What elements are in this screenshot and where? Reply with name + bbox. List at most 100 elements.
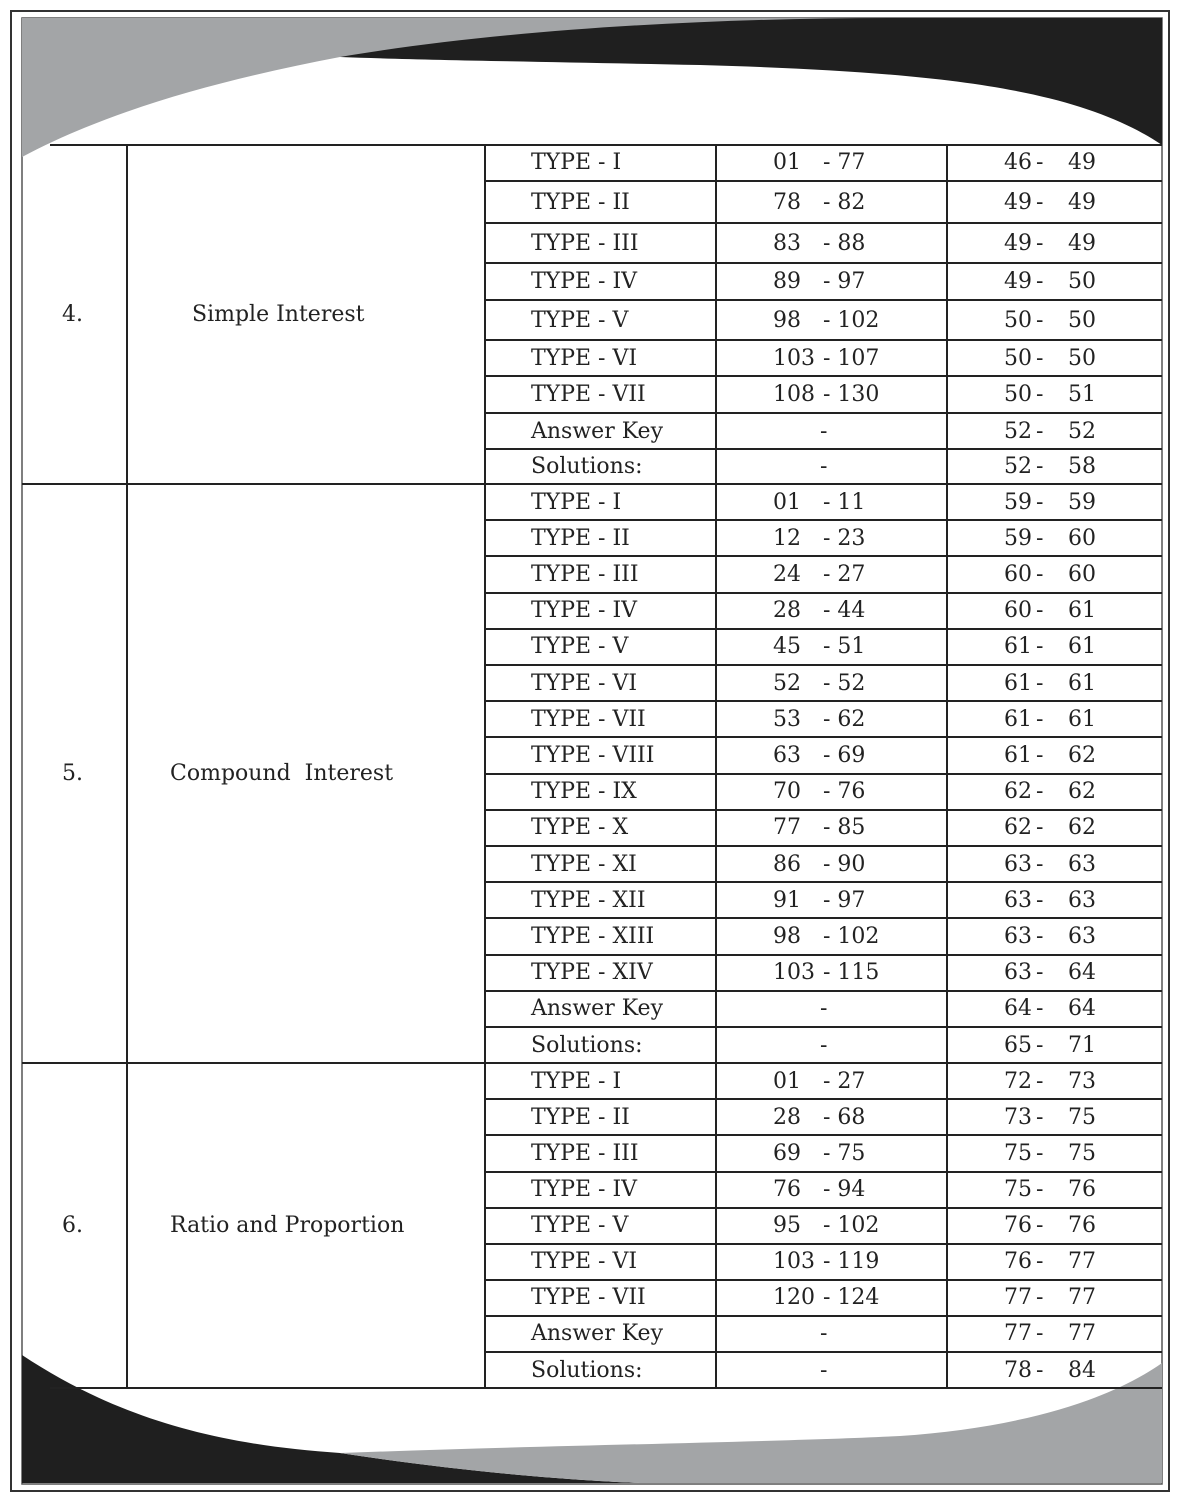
page-end: 49 [1068, 150, 1096, 175]
page-start: 50 [1004, 345, 1032, 371]
question-end: - 102 [823, 923, 880, 949]
page-dash: - [1036, 189, 1044, 215]
page-dash: - [1036, 454, 1044, 479]
page-dash: - [1036, 960, 1044, 986]
row-divider [485, 1134, 1162, 1137]
question-end: - 90 [823, 851, 866, 877]
question-end: - 68 [823, 1104, 866, 1130]
page-start: 63 [1004, 923, 1032, 949]
page-dash: - [1036, 1177, 1044, 1203]
table-row: TYPE - X 77 - 85 62-62 [22, 810, 1162, 846]
section-title: Compound Interest [170, 761, 394, 787]
question-start: 78 [773, 189, 801, 215]
question-range: - [820, 454, 828, 479]
question-end: - 97 [823, 887, 866, 913]
table-row: TYPE - I 01 - 27 72-73 [22, 1063, 1162, 1099]
table-row: Solutions: -78-84 [22, 1352, 1162, 1388]
page-dash: - [1036, 923, 1044, 949]
page-start: 78 [1004, 1357, 1032, 1383]
page-start: 73 [1004, 1104, 1032, 1130]
row-divider [485, 808, 1162, 811]
page-dash: - [1036, 779, 1044, 805]
page-start: 63 [1004, 851, 1032, 877]
page-dash: - [1036, 150, 1044, 175]
page-end: 73 [1068, 1068, 1096, 1094]
question-start: 28 [773, 598, 801, 624]
table-row: TYPE - II 78 - 82 49-49 [22, 181, 1162, 223]
table-row: TYPE - III 24 - 27 60-60 [22, 556, 1162, 592]
page-start: 50 [1004, 382, 1032, 407]
question-start: 103 [773, 1249, 815, 1275]
row-divider [485, 664, 1162, 666]
question-end: - 85 [823, 815, 866, 841]
row-divider [485, 1026, 1162, 1028]
type-label: TYPE - VII [531, 382, 646, 407]
page-start: 77 [1004, 1321, 1032, 1347]
row-divider [485, 881, 1162, 884]
table-row: TYPE - V 45 - 51 61-61 [22, 629, 1162, 665]
type-label: TYPE - IV [531, 1177, 638, 1203]
type-label: TYPE - IX [531, 779, 637, 805]
type-label: Solutions: [531, 454, 643, 479]
row-divider [485, 1278, 1162, 1281]
column-divider [715, 144, 717, 1389]
row-divider [485, 448, 1162, 450]
page-end: 62 [1068, 779, 1096, 805]
page-end: 84 [1068, 1357, 1096, 1383]
table-row: TYPE - XI 86 - 90 63-63 [22, 846, 1162, 882]
question-start: 98 [773, 307, 801, 333]
question-start: 45 [773, 634, 801, 660]
column-divider [126, 144, 128, 1389]
row-divider [485, 222, 1162, 224]
section-title: Ratio and Proportion [170, 1213, 405, 1239]
page-start: 75 [1004, 1177, 1032, 1203]
question-start: 98 [773, 923, 801, 949]
page-dash: - [1036, 489, 1044, 515]
page-start: 50 [1004, 307, 1032, 333]
question-end: - 27 [823, 561, 866, 587]
table-row: TYPE - II 12 - 23 59-60 [22, 520, 1162, 556]
table-row: TYPE - VI 52 - 52 61-61 [22, 665, 1162, 701]
page-dash: - [1036, 815, 1044, 841]
question-start: 01 [773, 489, 801, 515]
top-gray-swoosh [22, 18, 900, 157]
row-divider [485, 339, 1162, 341]
page-start: 63 [1004, 960, 1032, 986]
page-dash: - [1036, 1140, 1044, 1166]
page-dash: - [1036, 561, 1044, 587]
section-divider [22, 1062, 1162, 1065]
page-dash: - [1036, 382, 1044, 407]
table-row: TYPE - VII 108 - 130 50-51 [22, 376, 1162, 413]
table-row: TYPE - VI 103 - 119 76-77 [22, 1244, 1162, 1280]
question-end: - 11 [823, 489, 866, 515]
section-number: 4. [62, 301, 83, 327]
type-label: TYPE - III [531, 561, 639, 587]
page-start: 49 [1004, 269, 1032, 294]
page-dash: - [1036, 742, 1044, 768]
row-divider [485, 262, 1162, 264]
question-start: 76 [773, 1177, 801, 1203]
question-start: 77 [773, 815, 801, 841]
page-end: 62 [1068, 815, 1096, 841]
page-end: 75 [1068, 1140, 1096, 1166]
page-end: 71 [1068, 1032, 1096, 1058]
question-end: - 124 [823, 1285, 880, 1311]
page-dash: - [1036, 269, 1044, 294]
question-end: - 102 [823, 1213, 880, 1239]
page-start: 76 [1004, 1249, 1032, 1275]
question-end: - 76 [823, 779, 866, 805]
page-dash: - [1036, 706, 1044, 732]
question-end: - 97 [823, 269, 866, 294]
page-end: 77 [1068, 1249, 1096, 1275]
page-end: 50 [1068, 269, 1096, 294]
row-divider [485, 1314, 1162, 1317]
question-start: 52 [773, 670, 801, 696]
table-border [50, 144, 1162, 146]
row-divider [485, 299, 1162, 301]
page-end: 76 [1068, 1213, 1096, 1239]
question-start: 108 [773, 382, 815, 407]
table-row: TYPE - VII 120 - 124 77-77 [22, 1280, 1162, 1316]
question-start: 91 [773, 887, 801, 913]
page-dash: - [1036, 1321, 1044, 1347]
page-dash: - [1036, 525, 1044, 551]
